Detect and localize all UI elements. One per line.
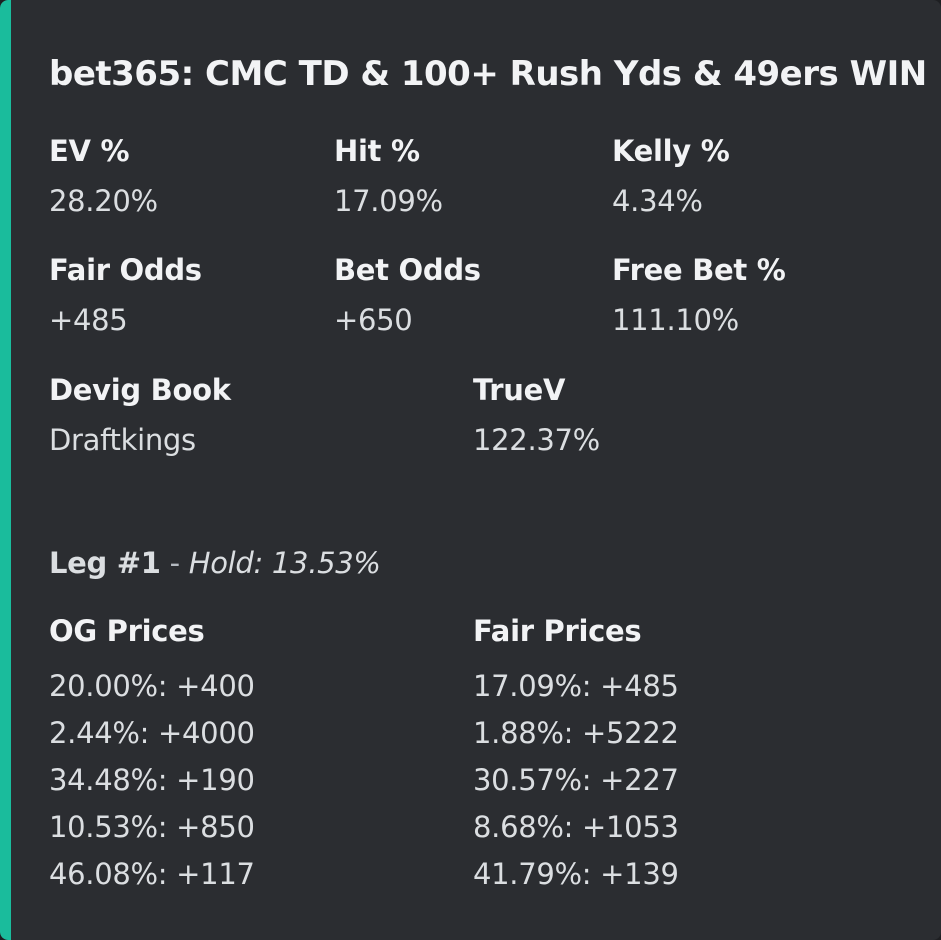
field-fair-prices: Fair Prices 17.09%: +485 1.88%: +5222 30… [473, 613, 679, 898]
field-devig-book-value: Draftkings [49, 423, 196, 457]
og-price-line: 20.00%: +400 [49, 669, 255, 703]
field-truev: TrueV 122.37% [473, 372, 600, 458]
field-ev-name: EV % [49, 134, 130, 168]
leg-hold: Hold: 13.53% [188, 546, 381, 580]
field-bet-odds: Bet Odds +650 [334, 252, 481, 338]
field-devig-book-name: Devig Book [49, 373, 231, 407]
leg-separator: - [160, 546, 189, 580]
field-truev-value: 122.37% [473, 423, 600, 457]
field-kelly-value: 4.34% [612, 184, 703, 218]
leg-label: Leg #1 [49, 546, 161, 580]
fair-price-line: 41.79%: +139 [473, 857, 679, 891]
field-devig-book: Devig Book Draftkings [49, 372, 231, 458]
field-ev: EV % 28.20% [49, 133, 158, 219]
field-hit: Hit % 17.09% [334, 133, 443, 219]
leg-header: Leg #1 - Hold: 13.53% [49, 545, 381, 581]
field-fair-odds: Fair Odds +485 [49, 252, 202, 338]
og-price-line: 46.08%: +117 [49, 857, 255, 891]
field-ev-value: 28.20% [49, 184, 158, 218]
field-free-bet: Free Bet % 111.10% [612, 252, 786, 338]
og-price-line: 2.44%: +4000 [49, 716, 255, 750]
fair-price-line: 8.68%: +1053 [473, 810, 679, 844]
fair-price-line: 17.09%: +485 [473, 669, 679, 703]
field-fair-odds-value: +485 [49, 303, 128, 337]
og-price-line: 10.53%: +850 [49, 810, 255, 844]
embed-title: bet365: CMC TD & 100+ Rush Yds & 49ers W… [49, 54, 927, 94]
field-fair-odds-name: Fair Odds [49, 253, 202, 287]
og-prices-name: OG Prices [49, 614, 205, 648]
field-hit-value: 17.09% [334, 184, 443, 218]
field-free-bet-name: Free Bet % [612, 253, 786, 287]
fair-price-line: 30.57%: +227 [473, 763, 679, 797]
embed-accent-bar [0, 0, 11, 940]
fair-prices-list: 17.09%: +485 1.88%: +5222 30.57%: +227 8… [473, 663, 679, 898]
field-truev-name: TrueV [473, 373, 566, 407]
field-og-prices: OG Prices 20.00%: +400 2.44%: +4000 34.4… [49, 613, 255, 898]
field-bet-odds-name: Bet Odds [334, 253, 481, 287]
fair-prices-name: Fair Prices [473, 614, 642, 648]
field-free-bet-value: 111.10% [612, 303, 739, 337]
field-kelly: Kelly % 4.34% [612, 133, 730, 219]
og-price-line: 34.48%: +190 [49, 763, 255, 797]
field-bet-odds-value: +650 [334, 303, 413, 337]
og-prices-list: 20.00%: +400 2.44%: +4000 34.48%: +190 1… [49, 663, 255, 898]
field-kelly-name: Kelly % [612, 134, 730, 168]
field-hit-name: Hit % [334, 134, 420, 168]
fair-price-line: 1.88%: +5222 [473, 716, 679, 750]
